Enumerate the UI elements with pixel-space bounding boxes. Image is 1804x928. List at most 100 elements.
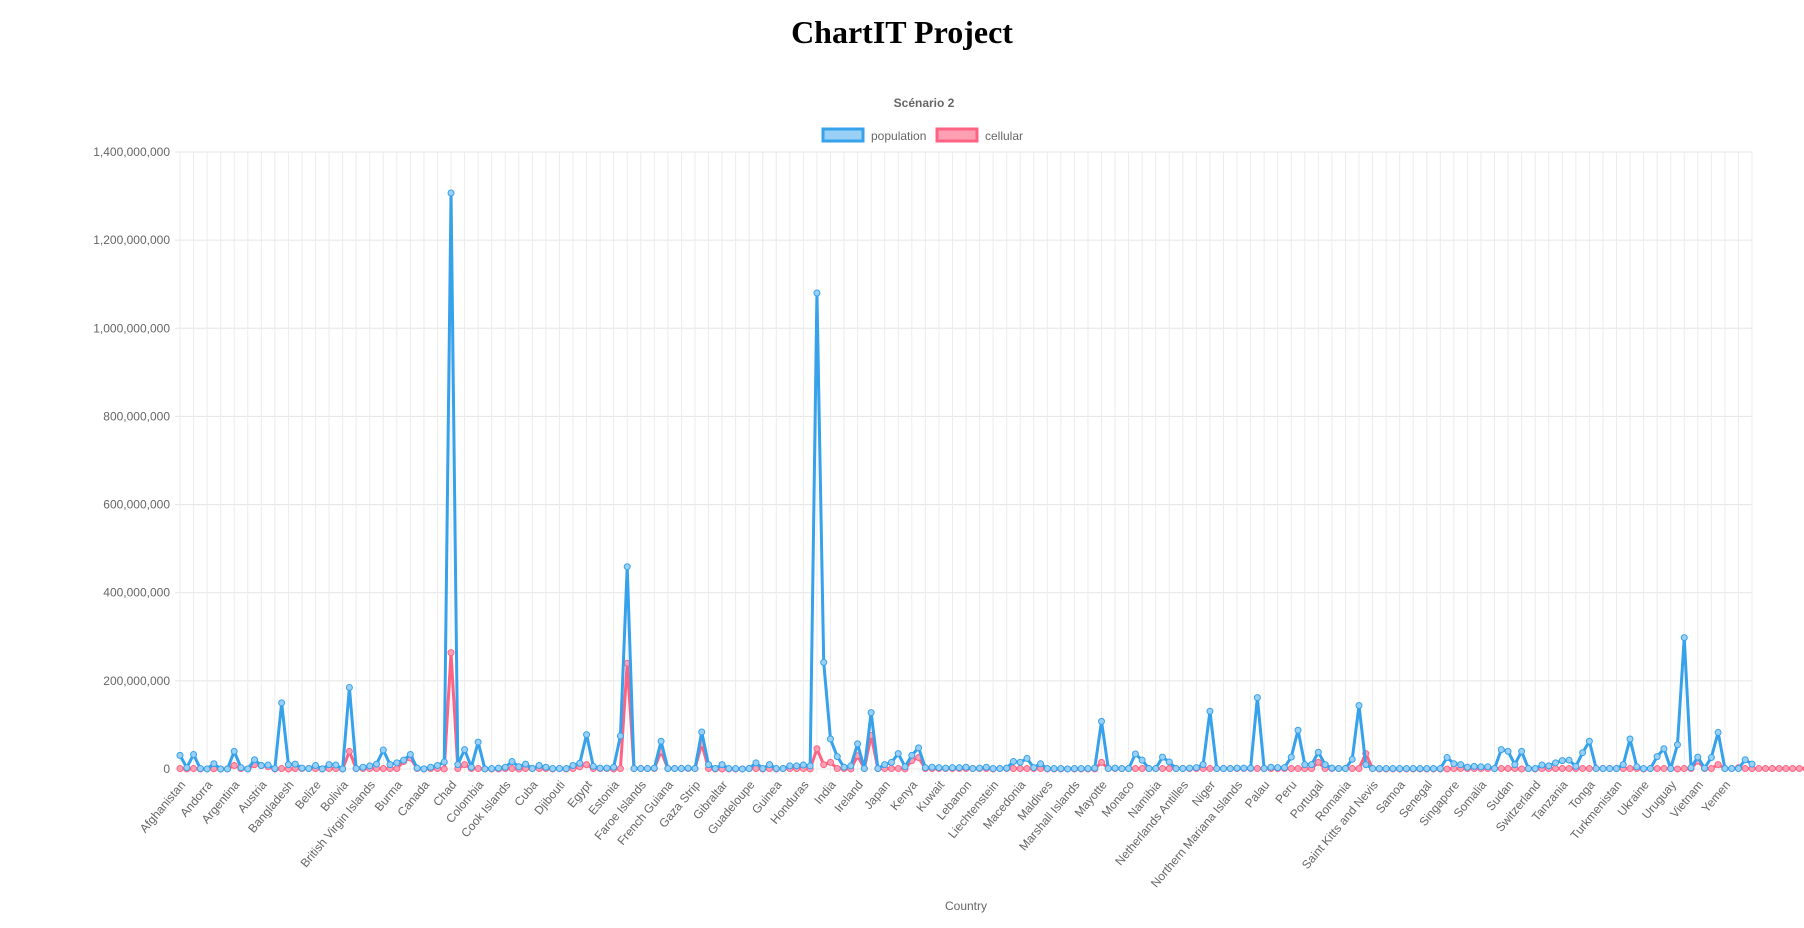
data-point[interactable] xyxy=(583,731,591,739)
data-point[interactable] xyxy=(339,765,347,773)
data-point[interactable] xyxy=(1341,765,1349,773)
data-point[interactable] xyxy=(345,747,353,755)
data-point[interactable] xyxy=(1416,765,1424,773)
data-point[interactable] xyxy=(1131,765,1139,773)
data-point[interactable] xyxy=(833,765,841,773)
data-point[interactable] xyxy=(264,761,272,769)
data-point[interactable] xyxy=(1579,749,1587,757)
data-point[interactable] xyxy=(223,765,231,773)
data-point[interactable] xyxy=(738,765,746,773)
data-point[interactable] xyxy=(698,728,706,736)
data-point[interactable] xyxy=(386,761,394,769)
data-point[interactable] xyxy=(1755,765,1763,773)
data-point[interactable] xyxy=(623,563,631,571)
data-point[interactable] xyxy=(1037,760,1045,768)
data-point[interactable] xyxy=(1789,765,1797,773)
data-point[interactable] xyxy=(257,761,265,769)
data-point[interactable] xyxy=(1308,761,1316,769)
data-point[interactable] xyxy=(1043,765,1051,773)
data-point[interactable] xyxy=(1294,726,1302,734)
data-point[interactable] xyxy=(1159,753,1166,761)
data-point[interactable] xyxy=(1653,753,1661,761)
data-point[interactable] xyxy=(1084,765,1092,773)
data-point[interactable] xyxy=(1734,765,1742,773)
data-point[interactable] xyxy=(305,765,313,773)
data-point[interactable] xyxy=(1741,765,1749,773)
data-point[interactable] xyxy=(1470,762,1478,770)
data-point[interactable] xyxy=(1111,764,1119,772)
data-point[interactable] xyxy=(508,758,516,766)
data-point[interactable] xyxy=(1050,765,1058,773)
data-point[interactable] xyxy=(1795,765,1803,773)
data-point[interactable] xyxy=(779,765,787,773)
data-point[interactable] xyxy=(176,751,184,759)
data-point[interactable] xyxy=(454,761,462,769)
data-point[interactable] xyxy=(237,764,245,772)
data-point[interactable] xyxy=(1768,765,1776,773)
data-point[interactable] xyxy=(820,658,828,666)
data-point[interactable] xyxy=(847,762,855,770)
data-point[interactable] xyxy=(474,738,482,746)
data-point[interactable] xyxy=(406,750,414,758)
data-point[interactable] xyxy=(610,763,618,771)
data-point[interactable] xyxy=(562,765,570,773)
data-point[interactable] xyxy=(1592,765,1600,773)
data-point[interactable] xyxy=(1497,765,1505,773)
data-point[interactable] xyxy=(1579,765,1587,773)
data-point[interactable] xyxy=(1728,765,1736,773)
data-point[interactable] xyxy=(190,765,198,773)
data-point[interactable] xyxy=(1023,754,1031,762)
data-point[interactable] xyxy=(1206,765,1214,773)
data-point[interactable] xyxy=(1626,765,1634,773)
data-point[interactable] xyxy=(1599,765,1607,773)
data-point[interactable] xyxy=(793,762,801,770)
data-point[interactable] xyxy=(1633,763,1641,771)
data-point[interactable] xyxy=(1694,753,1702,761)
data-point[interactable] xyxy=(291,760,299,768)
data-point[interactable] xyxy=(813,289,821,297)
data-point[interactable] xyxy=(278,765,286,773)
data-point[interactable] xyxy=(677,765,685,773)
data-point[interactable] xyxy=(1213,765,1221,773)
data-point[interactable] xyxy=(820,761,828,769)
data-point[interactable] xyxy=(1504,747,1512,755)
data-point[interactable] xyxy=(955,764,963,772)
data-point[interactable] xyxy=(969,765,977,773)
data-point[interactable] xyxy=(650,764,658,772)
data-point[interactable] xyxy=(942,764,950,772)
data-point[interactable] xyxy=(366,762,374,770)
data-point[interactable] xyxy=(1545,762,1553,770)
data-point[interactable] xyxy=(1457,761,1465,769)
data-point[interactable] xyxy=(271,765,279,773)
data-point[interactable] xyxy=(799,761,807,769)
data-point[interactable] xyxy=(1775,765,1783,773)
data-point[interactable] xyxy=(881,761,889,769)
data-point[interactable] xyxy=(1687,764,1695,772)
data-point[interactable] xyxy=(1707,765,1715,773)
data-point[interactable] xyxy=(1009,765,1017,773)
data-point[interactable] xyxy=(1152,765,1160,773)
data-point[interactable] xyxy=(1016,765,1024,773)
data-point[interactable] xyxy=(1606,765,1614,773)
data-point[interactable] xyxy=(1714,728,1722,736)
data-point[interactable] xyxy=(840,763,848,771)
data-point[interactable] xyxy=(894,765,902,773)
data-point[interactable] xyxy=(1640,765,1648,773)
data-point[interactable] xyxy=(589,762,597,770)
data-point[interactable] xyxy=(1240,764,1248,772)
data-point[interactable] xyxy=(894,750,902,758)
data-point[interactable] xyxy=(718,761,726,769)
data-point[interactable] xyxy=(657,737,665,745)
data-point[interactable] xyxy=(1260,765,1268,773)
data-point[interactable] xyxy=(1748,760,1756,768)
data-point[interactable] xyxy=(576,759,584,767)
data-point[interactable] xyxy=(1138,756,1146,764)
data-point[interactable] xyxy=(190,750,198,758)
data-point[interactable] xyxy=(1585,765,1593,773)
legend[interactable]: population cellular xyxy=(821,127,1023,143)
data-point[interactable] xyxy=(1558,757,1566,765)
data-point[interactable] xyxy=(1274,764,1282,772)
data-point[interactable] xyxy=(1680,634,1688,642)
data-point[interactable] xyxy=(1531,765,1539,773)
data-point[interactable] xyxy=(481,765,489,773)
